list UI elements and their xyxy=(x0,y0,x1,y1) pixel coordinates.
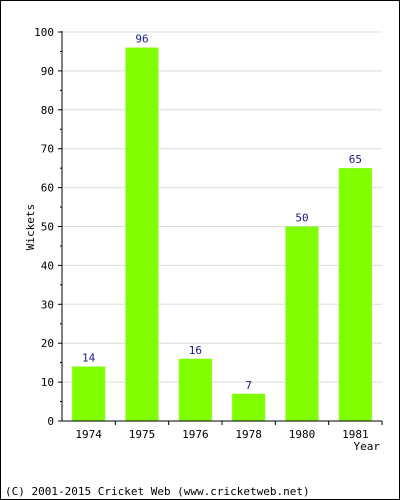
y-tick-label: 0 xyxy=(47,415,54,428)
y-tick-label: 50 xyxy=(41,221,54,234)
y-tick-label: 80 xyxy=(41,104,54,117)
y-tick-label: 70 xyxy=(41,143,54,156)
bar-1974 xyxy=(72,366,106,421)
y-axis-label: Wickets xyxy=(24,204,37,250)
data-label-1978: 7 xyxy=(245,379,252,392)
data-label-1975: 96 xyxy=(135,33,148,46)
copyright-text: (C) 2001-2015 Cricket Web (www.cricketwe… xyxy=(5,485,310,498)
x-axis-label: Year xyxy=(354,440,381,453)
y-axis-ticks: 0 10 20 30 40 50 60 70 80 90 100 xyxy=(34,26,62,428)
x-tick-label: 1976 xyxy=(182,428,209,441)
x-axis-ticks: 1974 1975 1976 1978 1980 1981 xyxy=(75,421,383,441)
bars xyxy=(72,47,372,422)
grid-lines xyxy=(62,31,382,383)
y-tick-label: 60 xyxy=(41,182,54,195)
x-tick-label: 1975 xyxy=(129,428,156,441)
y-tick-label: 90 xyxy=(41,65,54,78)
bar-1976 xyxy=(178,358,212,421)
y-tick-label: 10 xyxy=(41,376,54,389)
x-tick-label: 1980 xyxy=(289,428,316,441)
x-tick-label: 1978 xyxy=(235,428,262,441)
bar-1981 xyxy=(338,168,372,421)
x-tick-label: 1974 xyxy=(75,428,102,441)
y-tick-label: 40 xyxy=(41,259,54,272)
bar-1975 xyxy=(125,47,159,422)
data-label-1981: 65 xyxy=(349,153,362,166)
data-labels: 14 96 16 7 50 65 xyxy=(82,33,362,392)
y-tick-label: 100 xyxy=(34,26,54,39)
data-label-1974: 14 xyxy=(82,352,96,365)
bar-1978 xyxy=(232,393,266,421)
data-label-1976: 16 xyxy=(189,344,202,357)
y-tick-label: 30 xyxy=(41,298,54,311)
data-label-1980: 50 xyxy=(295,212,308,225)
bar-1980 xyxy=(285,226,319,421)
x-tick-label: 1981 xyxy=(342,428,369,441)
y-tick-label: 20 xyxy=(41,337,54,350)
